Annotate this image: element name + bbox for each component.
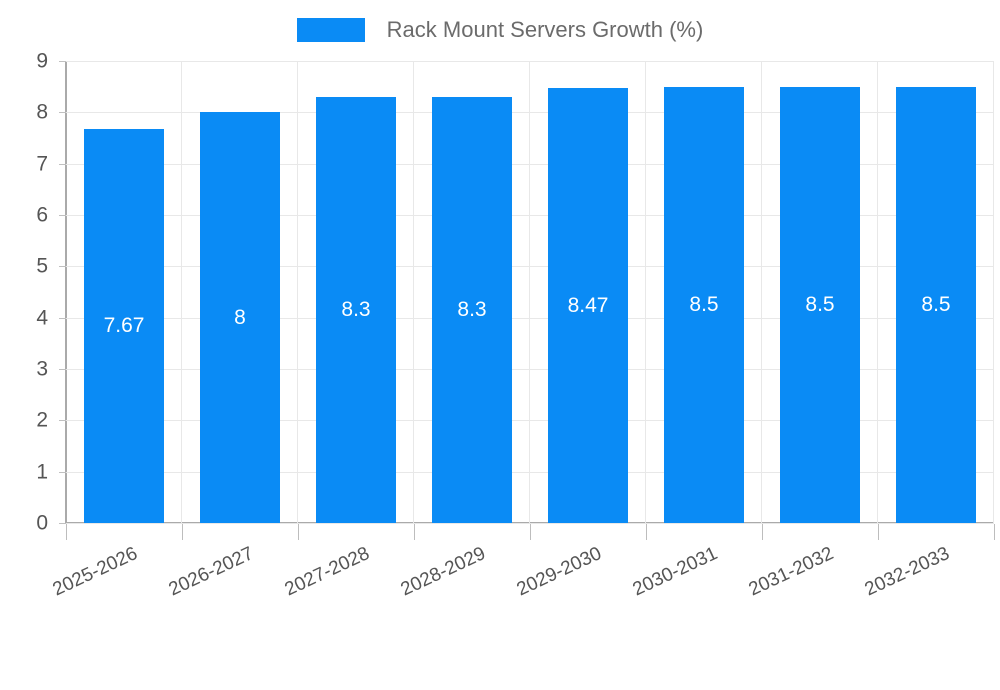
gridline-horizontal [66, 112, 994, 114]
gridline-horizontal [66, 369, 994, 370]
y-axis-tick-mark [59, 523, 66, 524]
y-axis-tick-label: 9 [36, 49, 48, 73]
y-axis-tick-label: 3 [36, 357, 48, 381]
y-axis-tick-label: 0 [36, 511, 48, 535]
bar[interactable]: 8.47 [548, 88, 628, 523]
legend-label: Rack Mount Servers Growth (%) [386, 17, 704, 42]
bar[interactable]: 8.5 [780, 86, 860, 523]
bar-value-label: 8.5 [689, 292, 719, 316]
bar-value-label: 8.47 [567, 293, 609, 317]
gridline-vertical [529, 61, 530, 523]
y-axis-tick-mark [59, 317, 66, 319]
x-axis-tick-mark [762, 524, 763, 540]
gridline-horizontal [66, 215, 994, 216]
gridline-vertical [413, 61, 414, 523]
bar-value-label: 8 [234, 305, 246, 329]
x-axis-tick-mark [646, 524, 647, 540]
gridline-horizontal [66, 317, 994, 319]
y-axis-tick-mark [59, 369, 66, 370]
y-axis-tick-label: 5 [36, 254, 48, 278]
plot-grid [66, 61, 994, 524]
bar[interactable]: 8.3 [432, 96, 512, 523]
gridline-horizontal [66, 266, 994, 268]
y-axis-tick-label: 4 [36, 306, 48, 330]
y-axis-tick-label: 2 [36, 408, 48, 432]
y-axis-tick-mark [59, 420, 66, 422]
y-axis-tick-mark [59, 163, 66, 165]
gridline-vertical [645, 61, 646, 523]
gridline-vertical [877, 61, 878, 523]
legend-color-swatch-icon [296, 18, 365, 42]
x-axis-tick-mark [994, 524, 995, 540]
y-axis-tick-label: 7 [36, 152, 48, 176]
y-axis-line [65, 61, 67, 523]
y-axis-tick-mark [59, 471, 66, 473]
x-axis-tick-mark [878, 524, 879, 540]
gridline-vertical [761, 61, 762, 523]
x-axis-tick-mark [298, 524, 299, 540]
y-axis-tick-mark [59, 215, 66, 216]
y-axis-tick-label: 1 [36, 460, 48, 484]
bar-chart: Rack Mount Servers Growth (%) 0 1 2 3 4 5 6 7 8 9… [0, 10, 1000, 601]
bar[interactable]: 8.5 [896, 86, 976, 523]
gridline-vertical [297, 61, 298, 523]
y-axis-tick-mark [59, 266, 66, 268]
y-axis-tick-label: 6 [36, 203, 48, 227]
bar-value-label: 8.5 [921, 292, 951, 316]
legend-item-rack-mount-servers-growth[interactable]: Rack Mount Servers Growth (%) [296, 17, 704, 42]
x-axis-tick-mark [182, 524, 183, 540]
gridline-horizontal [66, 523, 994, 524]
bar[interactable]: 8.5 [664, 86, 744, 523]
bar[interactable]: 7.67 [84, 129, 164, 523]
bar-value-label: 8.5 [805, 292, 835, 316]
y-axis-tick-label: 8 [36, 100, 48, 124]
gridline-horizontal [66, 163, 994, 165]
bar-value-label: 7.67 [103, 314, 145, 338]
gridline-horizontal [66, 61, 994, 62]
gridline-vertical [993, 61, 994, 523]
x-axis-tick-mark [414, 524, 415, 540]
chart-legend: Rack Mount Servers Growth (%) [0, 10, 1000, 50]
x-axis-tick-mark [66, 524, 67, 540]
y-axis-tick-mark [59, 112, 66, 114]
bar-value-label: 8.3 [457, 297, 487, 321]
gridline-horizontal [66, 471, 994, 473]
y-axis-tick-mark [59, 61, 66, 62]
bars-layer: 7.67 8 8.3 8.3 8.47 8.5 8.5 8.5 [66, 61, 994, 523]
gridline-horizontal [66, 420, 994, 422]
bar[interactable]: 8.3 [316, 96, 396, 523]
gridline-vertical [181, 61, 182, 523]
x-axis-tick-mark [530, 524, 531, 540]
bar-value-label: 8.3 [341, 297, 371, 321]
bar[interactable]: 8 [200, 112, 280, 523]
